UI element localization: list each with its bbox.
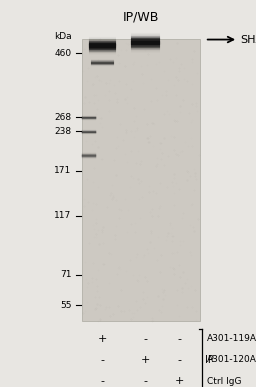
Text: IP/WB: IP/WB — [123, 11, 159, 24]
Text: +: + — [175, 376, 184, 386]
Text: A301-119A: A301-119A — [207, 334, 256, 343]
Text: 117: 117 — [55, 211, 72, 220]
Text: IP: IP — [205, 355, 214, 365]
Text: 71: 71 — [60, 270, 72, 279]
Text: Ctrl IgG: Ctrl IgG — [207, 377, 242, 386]
Text: 238: 238 — [55, 127, 72, 136]
Text: -: - — [177, 355, 181, 365]
Text: +: + — [98, 334, 107, 344]
Text: -: - — [100, 355, 104, 365]
Bar — [82, 39, 200, 321]
Text: 268: 268 — [55, 113, 72, 122]
Text: 460: 460 — [55, 49, 72, 58]
Text: kDa: kDa — [54, 32, 72, 41]
Text: -: - — [144, 334, 148, 344]
Text: A301-120A: A301-120A — [207, 355, 256, 365]
Text: -: - — [144, 376, 148, 386]
Text: -: - — [100, 376, 104, 386]
Text: 171: 171 — [55, 166, 72, 175]
Text: -: - — [177, 334, 181, 344]
Text: SHARP: SHARP — [241, 34, 256, 45]
Text: 55: 55 — [60, 301, 72, 310]
Text: +: + — [141, 355, 151, 365]
